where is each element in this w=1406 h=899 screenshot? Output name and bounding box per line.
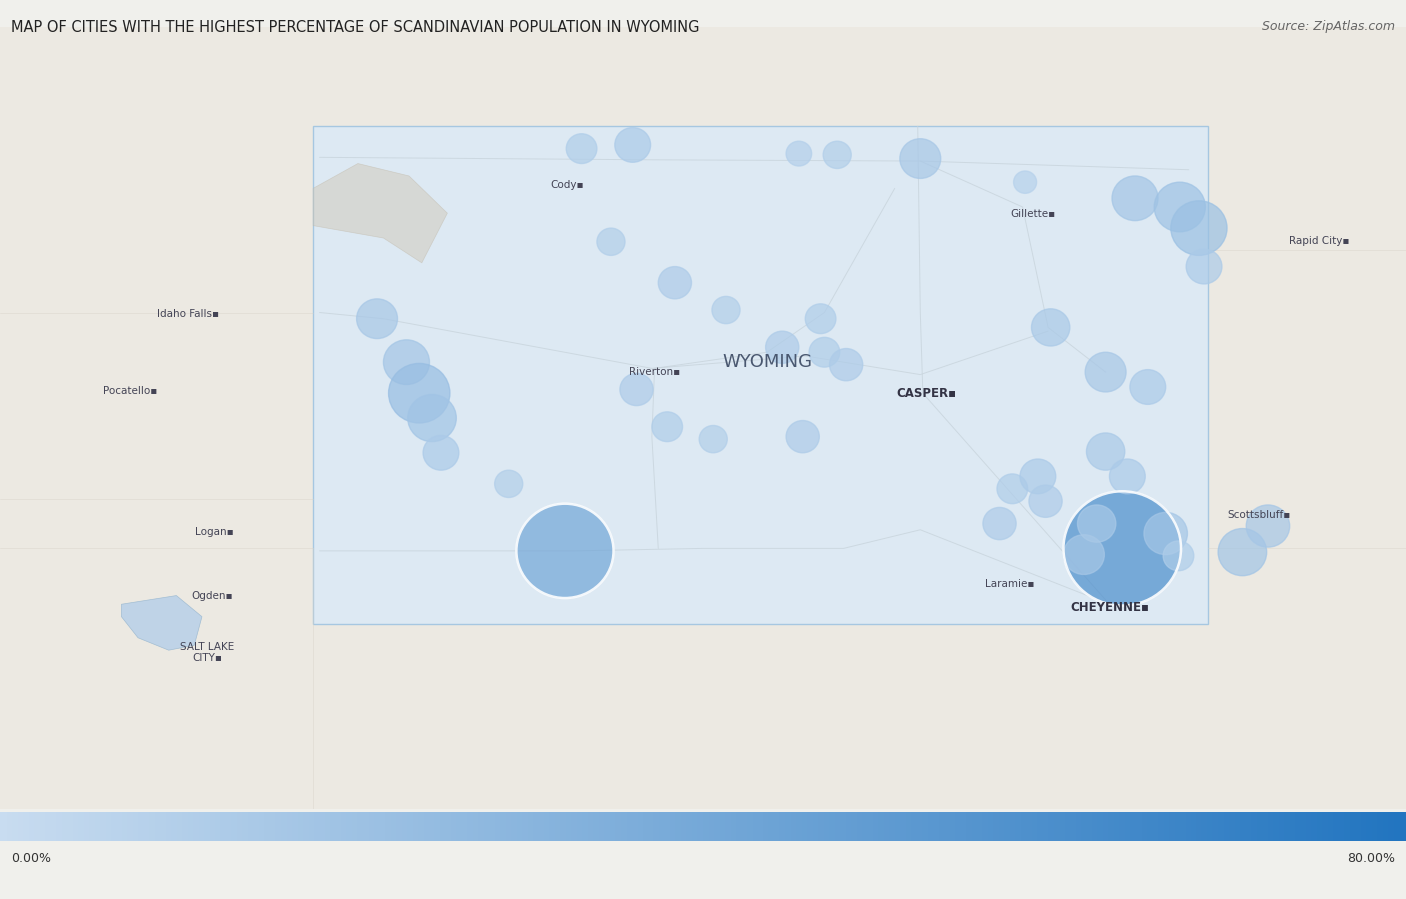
Circle shape — [1154, 182, 1205, 232]
Circle shape — [1144, 512, 1188, 555]
Circle shape — [598, 228, 626, 255]
Text: Rapid City▪: Rapid City▪ — [1289, 236, 1350, 245]
Circle shape — [1087, 433, 1125, 470]
Circle shape — [830, 349, 863, 381]
Circle shape — [1029, 485, 1062, 517]
Text: CHEYENNE▪: CHEYENNE▪ — [1070, 601, 1149, 615]
Circle shape — [423, 435, 458, 470]
Circle shape — [495, 470, 523, 497]
Text: Source: ZipAtlas.com: Source: ZipAtlas.com — [1261, 20, 1395, 32]
Text: Laramie▪: Laramie▪ — [986, 579, 1035, 590]
Bar — [314, 126, 1208, 624]
Circle shape — [766, 331, 799, 363]
Text: Gillette▪: Gillette▪ — [1010, 209, 1056, 219]
Circle shape — [699, 425, 727, 453]
Circle shape — [806, 304, 837, 334]
Circle shape — [388, 363, 450, 423]
Circle shape — [357, 298, 398, 339]
Circle shape — [711, 297, 740, 324]
Circle shape — [614, 128, 651, 163]
Circle shape — [983, 507, 1017, 539]
Text: Idaho Falls▪: Idaho Falls▪ — [157, 308, 219, 319]
Text: Scottsbluff▪: Scottsbluff▪ — [1227, 510, 1291, 520]
Circle shape — [1077, 505, 1116, 542]
Text: Ogden▪: Ogden▪ — [191, 591, 233, 601]
Circle shape — [1019, 459, 1056, 494]
Circle shape — [1063, 491, 1181, 606]
Circle shape — [1032, 308, 1070, 346]
Text: Logan▪: Logan▪ — [195, 527, 233, 538]
Circle shape — [1130, 369, 1166, 405]
Text: WYOMING: WYOMING — [721, 353, 811, 371]
Text: Cody▪: Cody▪ — [551, 180, 585, 190]
Circle shape — [808, 337, 839, 367]
Circle shape — [658, 267, 692, 298]
Circle shape — [516, 503, 613, 598]
Circle shape — [408, 395, 457, 441]
Circle shape — [786, 141, 811, 166]
Circle shape — [567, 134, 598, 164]
Circle shape — [652, 412, 682, 441]
Circle shape — [1171, 200, 1227, 255]
Circle shape — [823, 141, 851, 168]
Circle shape — [997, 474, 1028, 503]
Text: 80.00%: 80.00% — [1347, 852, 1395, 865]
Circle shape — [1112, 176, 1159, 220]
Circle shape — [1246, 505, 1289, 547]
Text: 0.00%: 0.00% — [11, 852, 51, 865]
Circle shape — [620, 373, 654, 405]
Text: Riverton▪: Riverton▪ — [628, 367, 681, 377]
Text: SALT LAKE
CITY▪: SALT LAKE CITY▪ — [180, 642, 235, 663]
Text: CASPER▪: CASPER▪ — [897, 387, 956, 400]
Circle shape — [1187, 249, 1222, 284]
Circle shape — [384, 340, 429, 385]
Polygon shape — [314, 164, 447, 263]
Circle shape — [1109, 459, 1146, 494]
Circle shape — [1218, 529, 1267, 575]
Circle shape — [1163, 541, 1194, 571]
Circle shape — [1063, 535, 1104, 574]
Circle shape — [786, 421, 820, 453]
Polygon shape — [121, 595, 202, 650]
Text: Pocatello▪: Pocatello▪ — [103, 386, 157, 396]
Circle shape — [1085, 352, 1126, 392]
Text: MAP OF CITIES WITH THE HIGHEST PERCENTAGE OF SCANDINAVIAN POPULATION IN WYOMING: MAP OF CITIES WITH THE HIGHEST PERCENTAG… — [11, 20, 700, 35]
Circle shape — [1014, 171, 1036, 193]
Circle shape — [900, 138, 941, 178]
